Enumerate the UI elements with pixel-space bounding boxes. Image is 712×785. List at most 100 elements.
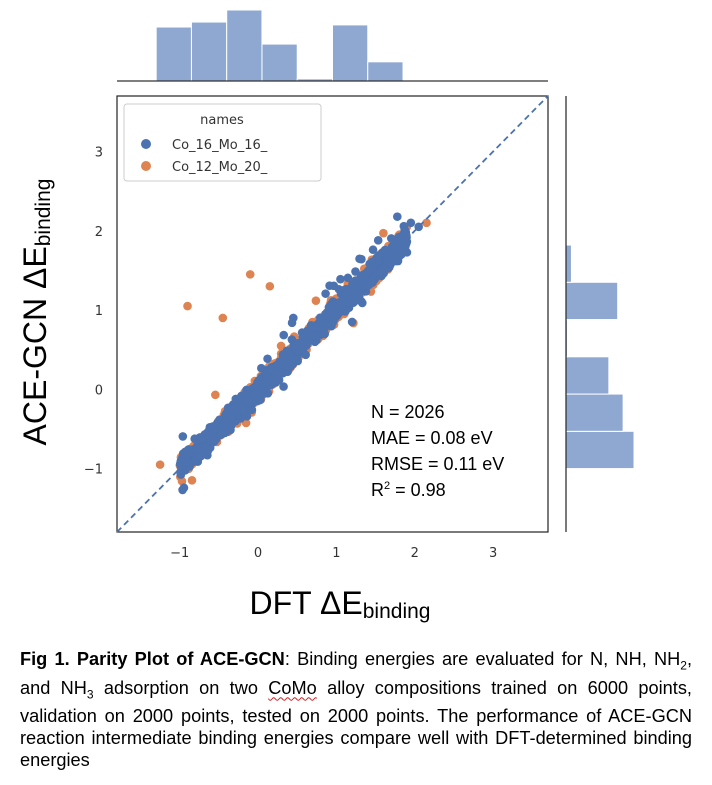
top-marginal-histogram [155,9,404,82]
scatter-point-co16mo16 [357,254,366,264]
scatter-point-co16mo16 [336,274,345,284]
top-histogram-bar [155,26,192,82]
x-tick-label: 0 [254,546,262,561]
legend: names Co_16_Mo_16_ Co_12_Mo_20_ [123,103,322,182]
scatter-point-co16mo16 [397,250,406,259]
y-tick-label: 1 [95,304,103,319]
caption-text-4: alloy compositions trained on 6000 point… [20,677,692,771]
scatter-point-co16mo16 [263,354,272,364]
top-histogram-bar [226,9,263,82]
scatter-point-co16mo16 [286,362,295,371]
x-tick-label: 3 [489,546,497,561]
scatter-point-co12mo20 [265,281,275,291]
y-tick-label: −1 [84,463,103,478]
scatter-point-co16mo16 [222,427,231,437]
scatter-points [155,212,431,495]
scatter-point-co16mo16 [289,313,298,323]
scatter-point-co12mo20 [245,270,255,279]
x-tick-labels: −1 0 1 2 3 [170,546,497,561]
scatter-point-co12mo20 [276,341,286,351]
scatter-point-co16mo16 [321,310,330,319]
scatter-point-co16mo16 [321,289,330,298]
right-histogram-bar [565,430,635,470]
scatter-point-co16mo16 [304,328,313,338]
scatter-point-co16mo16 [320,324,329,333]
scatter-point-co16mo16 [279,330,289,340]
caption-sub-2: 2 [680,658,687,673]
legend-label-co16mo16: Co_16_Mo_16_ [172,138,268,153]
scatter-point-co16mo16 [360,270,370,280]
caption-text-1: : Binding energies are evaluated for N, … [284,649,681,669]
scatter-point-co16mo16 [261,368,270,378]
scatter-point-co12mo20 [379,228,388,238]
scatter-point-co12mo20 [211,390,220,400]
scatter-point-co16mo16 [393,212,402,221]
top-histogram-bar [261,43,298,82]
caption-text-3: adsorption on two [93,677,269,698]
scatter-point-co16mo16 [258,386,268,395]
parity-line [116,95,549,533]
right-histogram-bar [565,244,572,283]
x-axis-label: DFT ΔEbinding [250,585,431,623]
right-histogram-bar [565,393,624,432]
scatter-point-co16mo16 [190,434,199,444]
main-plot-area: −1 0 1 2 3 −1 0 1 2 3 names Co_16_Mo_16_ Co_12_M… [84,95,549,561]
scatter-point-co16mo16 [278,354,288,364]
scatter-point-co16mo16 [368,245,378,255]
scatter-point-co16mo16 [347,317,357,327]
scatter-point-co16mo16 [295,340,305,349]
scatter-point-co16mo16 [233,399,243,409]
scatter-point-co12mo20 [155,460,165,469]
scatter-point-co12mo20 [187,475,197,485]
stats-annotation: N = 2026 MAE = 0.08 eV RMSE = 0.11 eV R2… [371,402,504,500]
stat-rmse: RMSE = 0.11 eV [371,454,504,474]
scatter-point-co12mo20 [177,476,187,486]
scatter-point-co16mo16 [329,281,339,291]
scatter-point-co12mo20 [311,296,321,305]
scatter-point-co16mo16 [210,437,219,446]
right-histogram-bar [565,356,610,395]
parity-figure: −1 0 1 2 3 −1 0 1 2 3 names Co_16_Mo_16_ Co_12_M… [17,9,635,623]
scatter-point-co12mo20 [422,218,431,228]
scatter-point-co16mo16 [279,382,288,391]
scatter-point-co12mo20 [183,301,192,311]
scatter-point-co16mo16 [239,406,248,415]
legend-box [123,103,322,182]
top-histogram-bar [190,21,228,82]
stat-r2: R2 = 0.98 [371,480,446,500]
scatter-point-co16mo16 [343,273,353,283]
scatter-point-co16mo16 [353,291,363,300]
y-tick-label: 3 [95,145,103,160]
y-tick-label: 2 [95,225,103,240]
scatter-point-co16mo16 [386,258,395,268]
x-tick-label: 1 [332,546,340,561]
scatter-point-co16mo16 [373,236,383,245]
scatter-point-co16mo16 [341,290,351,299]
x-tick-label: 2 [411,546,419,561]
legend-title: names [200,113,244,128]
caption-text-2: , and NH [20,649,692,698]
scatter-point-co16mo16 [178,485,187,495]
right-marginal-histogram [565,244,635,470]
scatter-point-co16mo16 [212,422,221,432]
y-axis-label: ACE-GCN ΔEbinding [17,179,55,446]
stat-mae: MAE = 0.08 eV [371,428,493,448]
scatter-point-co16mo16 [351,267,360,276]
top-histogram-bar [332,24,369,82]
caption-como: CoMo [268,677,317,698]
scatter-point-co16mo16 [327,308,337,317]
scatter-point-co16mo16 [401,229,410,238]
scatter-point-co16mo16 [406,218,416,228]
y-tick-labels: −1 0 1 2 3 [84,145,103,477]
legend-marker-co16mo16 [141,139,151,149]
stat-n: N = 2026 [371,402,445,422]
right-histogram-bar [565,281,619,321]
x-tick-label: −1 [170,546,189,561]
scatter-point-co16mo16 [301,350,310,360]
top-histogram-bar [367,61,404,82]
plot-frame [116,95,549,533]
legend-marker-co12mo20 [141,161,151,171]
scatter-point-co16mo16 [327,321,336,331]
scatter-point-co16mo16 [399,221,409,231]
caption-title: Fig 1. Parity Plot of ACE-GCN [20,649,285,669]
